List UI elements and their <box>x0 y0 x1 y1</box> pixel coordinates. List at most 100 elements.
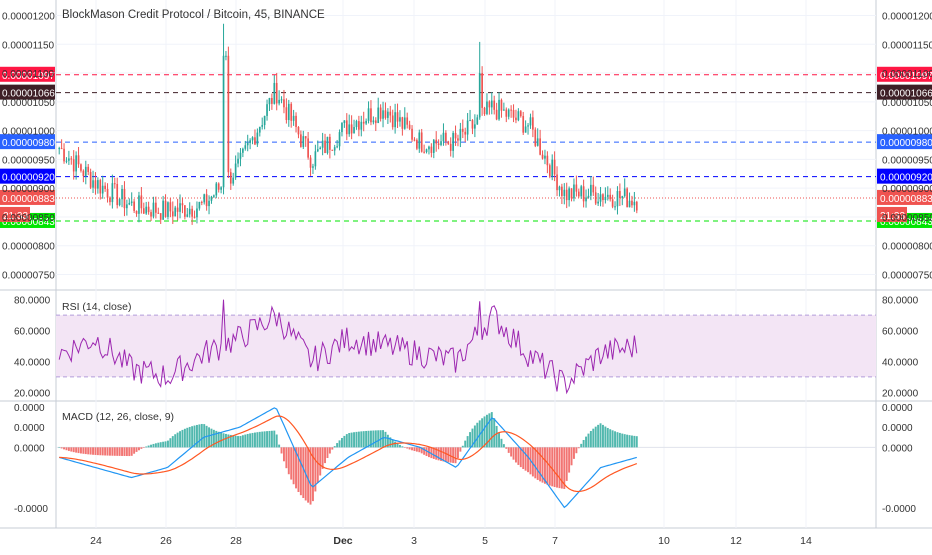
price-tick-left: 0.00000950 <box>2 155 55 166</box>
macd-histogram-bar <box>459 447 462 452</box>
candle-body <box>573 184 575 199</box>
candle-body <box>283 99 285 108</box>
macd-histogram-bar <box>343 435 346 448</box>
candle-body <box>546 155 549 166</box>
macd-histogram-bar <box>249 433 252 448</box>
macd-histogram-bar <box>401 446 404 448</box>
candle-body <box>162 200 164 220</box>
price-tick-left: 0.00000750 <box>2 270 55 281</box>
macd-histogram-bar <box>316 447 319 483</box>
price-tick-right: 0.00001150 <box>882 40 932 51</box>
candle-body <box>128 202 131 205</box>
macd-histogram-bar <box>99 447 102 456</box>
candle-body <box>150 212 152 217</box>
level-badge-left <box>0 189 55 205</box>
macd-histogram-bar <box>630 435 633 448</box>
candle-body <box>619 191 621 198</box>
candle-body <box>82 170 85 176</box>
macd-histogram-bar <box>626 434 629 448</box>
candle-body <box>539 138 541 155</box>
candle-body <box>237 158 239 164</box>
macd-histogram-bar <box>164 441 167 448</box>
candle-body <box>374 120 377 124</box>
macd-histogram-bar <box>200 423 203 448</box>
candle-body <box>118 199 121 206</box>
macd-histogram-bar <box>137 447 140 451</box>
price-tick-right: 0.00000850 <box>882 213 932 224</box>
candle-body <box>106 188 109 198</box>
candle-body <box>302 136 305 147</box>
price-tick-left: 0.00001050 <box>2 98 55 109</box>
macd-histogram-bar <box>635 436 638 448</box>
macd-histogram-bar <box>118 447 121 456</box>
candle-body <box>420 132 423 152</box>
macd-histogram-bar <box>145 446 148 448</box>
macd-histogram-bar <box>75 447 78 453</box>
candle-body <box>290 103 293 121</box>
candle-body <box>418 132 421 149</box>
candle-body <box>94 180 97 189</box>
candle-body <box>568 188 570 201</box>
candle-body <box>575 184 578 192</box>
level-badge-left <box>0 168 55 184</box>
macd-histogram-bar <box>150 444 153 448</box>
rsi-tick-right: 40.0000 <box>882 357 919 368</box>
macd-histogram-bar <box>437 447 440 461</box>
macd-histogram-bar <box>188 426 191 448</box>
time-axis-label: 14 <box>800 535 812 547</box>
macd-histogram-bar <box>582 439 585 448</box>
candle-body <box>416 139 418 149</box>
candle-body <box>551 159 554 177</box>
candle-body <box>486 101 488 115</box>
macd-signal-line <box>59 415 638 493</box>
macd-histogram-bar <box>449 447 452 463</box>
macd-histogram-bar <box>285 447 288 469</box>
macd-histogram-bar <box>237 436 240 448</box>
macd-histogram-bar <box>505 447 508 449</box>
rsi-layer <box>58 299 638 395</box>
candle-body <box>597 201 599 204</box>
candle-body <box>510 109 512 111</box>
price-tick-right: 0.00000750 <box>882 270 932 281</box>
macd-histogram-bar <box>275 434 278 448</box>
candle-body <box>99 180 102 194</box>
macd-histogram-bar <box>365 430 368 448</box>
macd-histogram-bar <box>563 447 566 489</box>
candle-body <box>208 200 210 207</box>
candle-body <box>155 202 157 213</box>
macd-histogram-bar <box>157 442 160 448</box>
level-badge-left <box>0 84 55 100</box>
macd-histogram-bar <box>70 447 73 452</box>
candle-body <box>365 120 367 124</box>
macd-histogram-bar <box>604 426 607 448</box>
candle-body <box>495 109 498 120</box>
candle-body <box>77 155 80 165</box>
candle-body <box>469 120 471 122</box>
candle-body <box>246 142 249 146</box>
candle-body <box>628 200 631 208</box>
macd-histogram-bar <box>215 430 218 448</box>
candle-body <box>220 187 222 190</box>
candle-body <box>503 109 505 111</box>
candle-body <box>300 134 302 147</box>
macd-histogram-bar <box>328 447 331 454</box>
candle-body <box>268 98 271 105</box>
candle-body <box>611 199 614 207</box>
candle-body <box>466 120 469 135</box>
candle-body <box>606 194 609 197</box>
candle-body <box>285 107 288 121</box>
candle-body <box>401 117 404 129</box>
macd-histogram-bar <box>589 430 592 448</box>
macd-histogram-bar <box>210 428 213 448</box>
time-axis-label: 5 <box>482 535 488 547</box>
macd-histogram-bar <box>171 436 174 448</box>
macd-histogram-bar <box>67 447 70 451</box>
macd-histogram-bar <box>377 430 380 448</box>
time-axis-label: 26 <box>160 535 172 547</box>
macd-histogram-bar <box>541 447 544 483</box>
candle-body <box>594 192 597 204</box>
macd-histogram-bar <box>466 436 469 448</box>
candle-body <box>558 186 561 191</box>
